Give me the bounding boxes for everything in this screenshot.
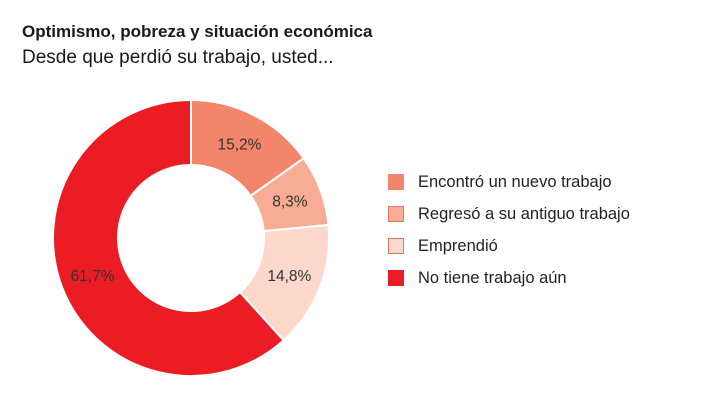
legend-swatch <box>388 174 404 190</box>
legend-swatch <box>388 206 404 222</box>
legend-label: Encontró un nuevo trabajo <box>418 172 612 191</box>
legend-item-4: No tiene trabajo aún <box>388 262 630 294</box>
legend-label: Emprendió <box>418 236 498 255</box>
legend-item-2: Regresó a su antiguo trabajo <box>388 198 630 230</box>
legend-item-1: Encontró un nuevo trabajo <box>388 166 630 198</box>
donut-slice-4 <box>52 98 285 377</box>
legend-label: No tiene trabajo aún <box>418 268 567 287</box>
chart-title: Optimismo, pobreza y situación económica <box>22 22 373 41</box>
chart-subtitle: Desde que perdió su trabajo, usted... <box>22 47 334 68</box>
data-label-2: 8,3% <box>272 193 308 210</box>
data-label-1: 15,2% <box>218 136 262 153</box>
legend-label: Regresó a su antiguo trabajo <box>418 204 630 223</box>
legend-swatch <box>388 238 404 254</box>
legend-item-3: Emprendió <box>388 230 630 262</box>
data-label-4: 61,7% <box>71 268 115 285</box>
chart-legend: Encontró un nuevo trabajo Regresó a su an… <box>388 166 630 294</box>
legend-swatch <box>388 270 404 286</box>
data-label-3: 14,8% <box>267 268 311 285</box>
